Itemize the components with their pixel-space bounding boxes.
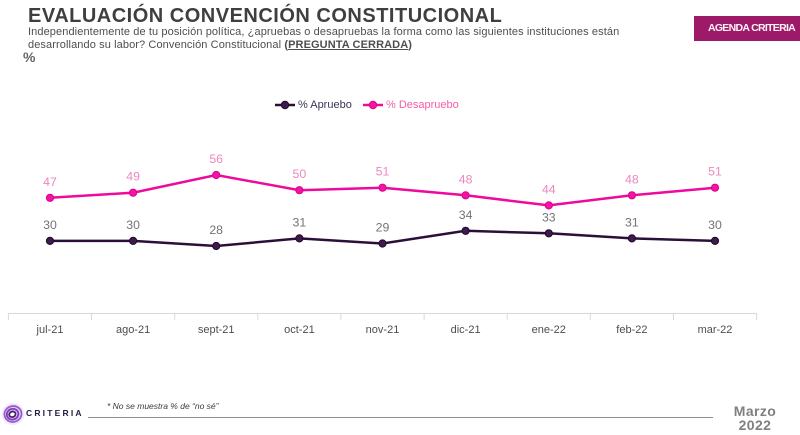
svg-text:sept-21: sept-21 bbox=[198, 324, 235, 336]
svg-text:34: 34 bbox=[459, 208, 473, 222]
svg-text:30: 30 bbox=[708, 218, 722, 232]
svg-text:48: 48 bbox=[459, 172, 473, 186]
svg-text:ago-21: ago-21 bbox=[116, 324, 150, 336]
svg-text:29: 29 bbox=[376, 221, 390, 235]
svg-text:31: 31 bbox=[625, 215, 639, 229]
svg-text:30: 30 bbox=[126, 218, 140, 232]
svg-text:49: 49 bbox=[126, 170, 140, 184]
svg-text:30: 30 bbox=[43, 218, 57, 232]
svg-text:ene-22: ene-22 bbox=[532, 324, 566, 336]
svg-text:33: 33 bbox=[542, 210, 556, 224]
svg-text:56: 56 bbox=[209, 152, 223, 166]
svg-text:mar-22: mar-22 bbox=[698, 324, 733, 336]
svg-text:feb-22: feb-22 bbox=[616, 324, 647, 336]
svg-text:28: 28 bbox=[209, 223, 223, 237]
svg-text:nov-21: nov-21 bbox=[366, 324, 400, 336]
svg-text:31: 31 bbox=[293, 215, 307, 229]
svg-text:48: 48 bbox=[625, 172, 639, 186]
svg-text:50: 50 bbox=[293, 167, 307, 181]
svg-text:47: 47 bbox=[43, 175, 57, 189]
svg-text:oct-21: oct-21 bbox=[284, 324, 315, 336]
svg-text:jul-21: jul-21 bbox=[36, 324, 64, 336]
svg-text:44: 44 bbox=[542, 182, 556, 196]
svg-text:dic-21: dic-21 bbox=[451, 324, 481, 336]
svg-text:51: 51 bbox=[708, 165, 722, 179]
svg-text:51: 51 bbox=[376, 165, 390, 179]
